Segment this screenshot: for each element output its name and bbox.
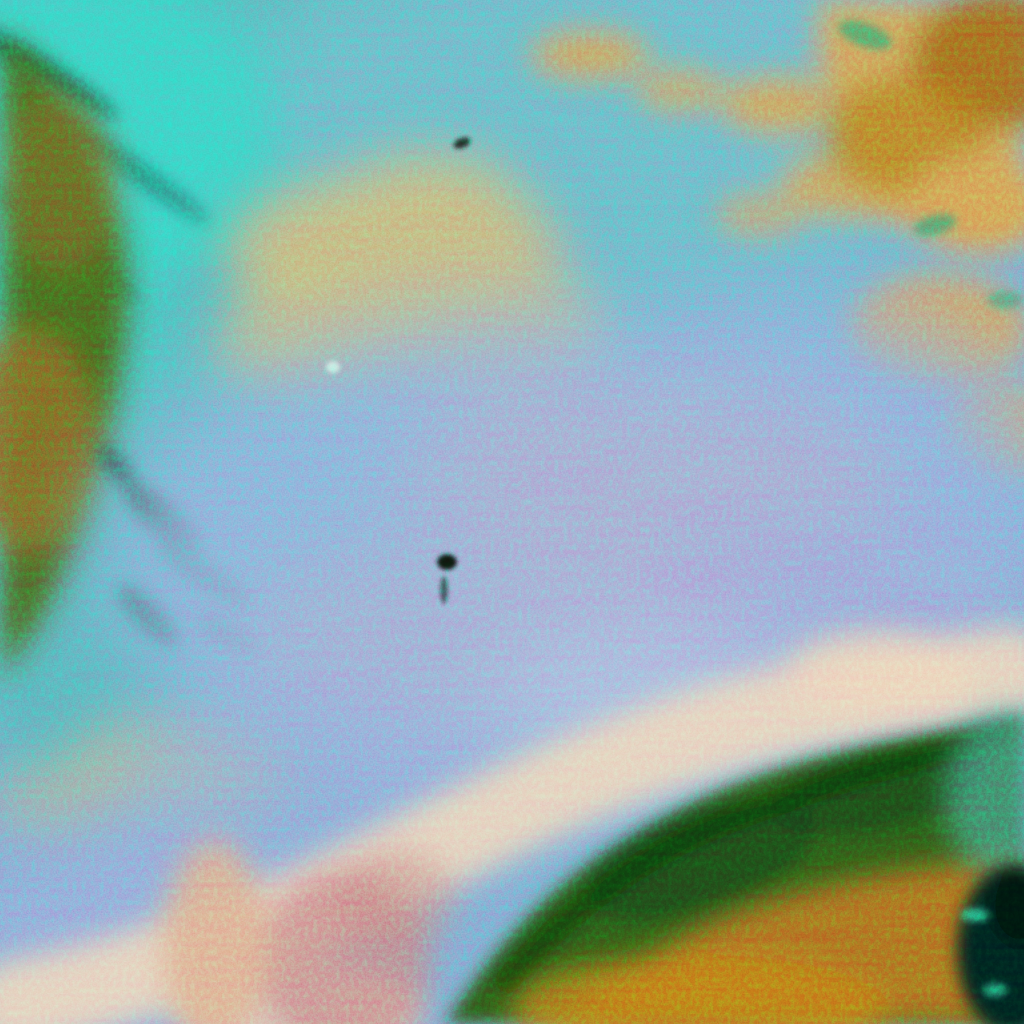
satellite-image: [0, 0, 1024, 1024]
satellite-image-stage: [0, 0, 1024, 1024]
fine-grain-texture: [0, 0, 1024, 1024]
